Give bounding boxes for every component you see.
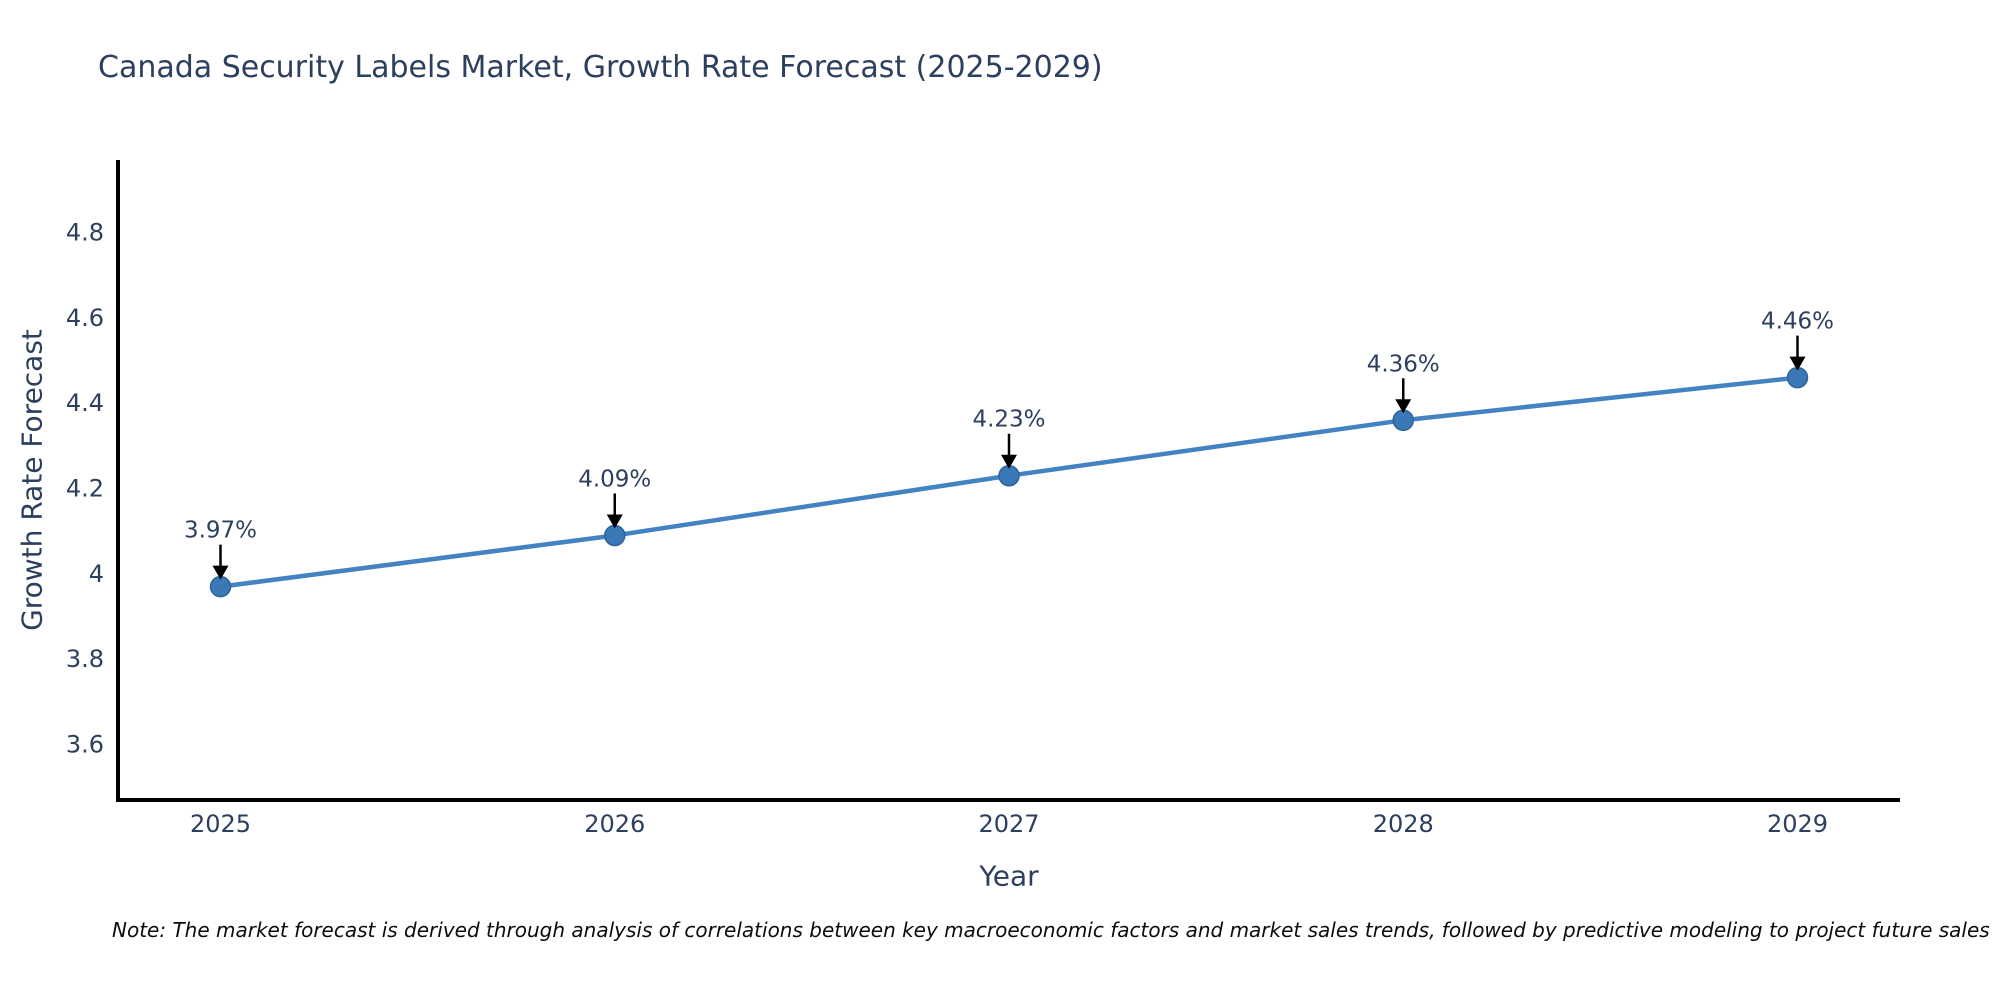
- y-axis-title: Growth Rate Forecast: [15, 329, 49, 631]
- point-annotation-label: 3.97%: [184, 518, 257, 544]
- annotation-arrowhead: [1395, 399, 1412, 414]
- y-tick-label: 3.6: [66, 731, 104, 759]
- annotation-arrowhead: [212, 565, 229, 580]
- y-tick-label: 4.4: [66, 389, 104, 417]
- x-tick-label: 2029: [1767, 810, 1828, 838]
- x-tick-label: 2026: [584, 810, 645, 838]
- annotation-arrowhead: [1789, 356, 1806, 371]
- x-tick-label: 2028: [1373, 810, 1434, 838]
- y-tick-label: 4.2: [66, 475, 104, 503]
- point-annotation-label: 4.36%: [1367, 351, 1440, 377]
- x-tick-label: 2025: [190, 810, 251, 838]
- point-annotation-label: 4.09%: [578, 466, 651, 492]
- axis-lines: [116, 160, 1900, 802]
- point-annotation-label: 4.46%: [1761, 309, 1834, 335]
- y-tick-label: 4: [89, 560, 104, 588]
- y-tick-label: 3.8: [66, 645, 104, 673]
- annotation-arrowhead: [1001, 454, 1017, 469]
- point-annotation-label: 4.23%: [972, 407, 1045, 433]
- x-axis-title: Year: [979, 859, 1039, 893]
- y-tick-label: 4.8: [66, 219, 104, 247]
- x-tick-label: 2027: [978, 810, 1039, 838]
- footnote: Note: The market forecast is derived thr…: [112, 918, 1990, 942]
- y-tick-label: 4.6: [66, 304, 104, 332]
- annotation-arrowhead: [606, 514, 623, 529]
- chart-title: Canada Security Labels Market, Growth Ra…: [98, 50, 1103, 85]
